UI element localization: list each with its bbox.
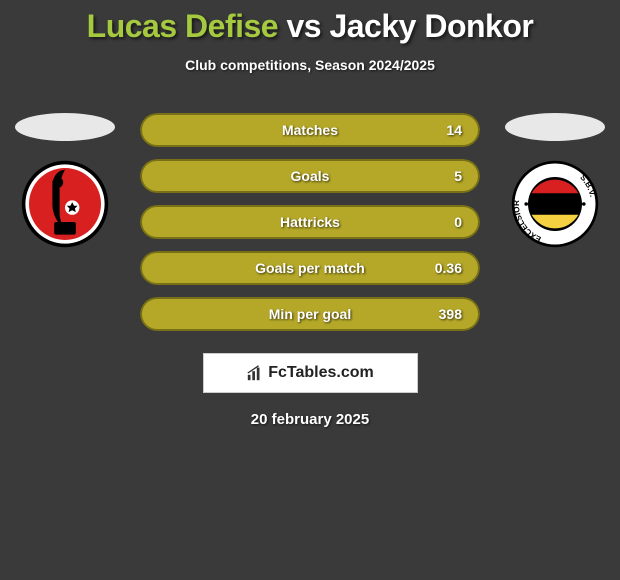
right-column: S.B.V. EXCELSIOR <box>500 113 610 249</box>
player2-avatar-placeholder <box>505 113 605 141</box>
page-title: Lucas Defise vs Jacky Donkor <box>0 0 620 45</box>
brand-text: FcTables.com <box>268 364 374 382</box>
stat-label: Min per goal <box>269 306 351 322</box>
left-column <box>10 113 120 249</box>
stat-row-matches: Matches 14 <box>140 113 480 147</box>
vs-text: vs <box>286 8 321 44</box>
content-area: Matches 14 Goals 5 Hattricks 0 Goals per… <box>0 113 620 331</box>
stat-row-hattricks: Hattricks 0 <box>140 205 480 239</box>
stats-column: Matches 14 Goals 5 Hattricks 0 Goals per… <box>140 113 480 331</box>
player1-avatar-placeholder <box>15 113 115 141</box>
date-text: 20 february 2025 <box>0 411 620 428</box>
subtitle: Club competitions, Season 2024/2025 <box>0 57 620 73</box>
player2-name: Jacky Donkor <box>329 8 533 44</box>
stat-row-goals-per-match: Goals per match 0.36 <box>140 251 480 285</box>
stat-label: Goals <box>291 168 330 184</box>
stat-value: 0 <box>454 214 462 230</box>
stat-label: Goals per match <box>255 260 365 276</box>
stat-row-goals: Goals 5 <box>140 159 480 193</box>
stat-value: 398 <box>439 306 462 322</box>
club-logo-right: S.B.V. EXCELSIOR <box>510 159 600 249</box>
stat-value: 14 <box>446 122 462 138</box>
stat-value: 5 <box>454 168 462 184</box>
club-logo-left <box>20 159 110 249</box>
stat-label: Matches <box>282 122 338 138</box>
stat-label: Hattricks <box>280 214 340 230</box>
player1-name: Lucas Defise <box>87 8 278 44</box>
brand-box[interactable]: FcTables.com <box>203 353 418 393</box>
chart-icon <box>246 364 264 382</box>
stat-value: 0.36 <box>435 260 462 276</box>
stat-row-min-per-goal: Min per goal 398 <box>140 297 480 331</box>
